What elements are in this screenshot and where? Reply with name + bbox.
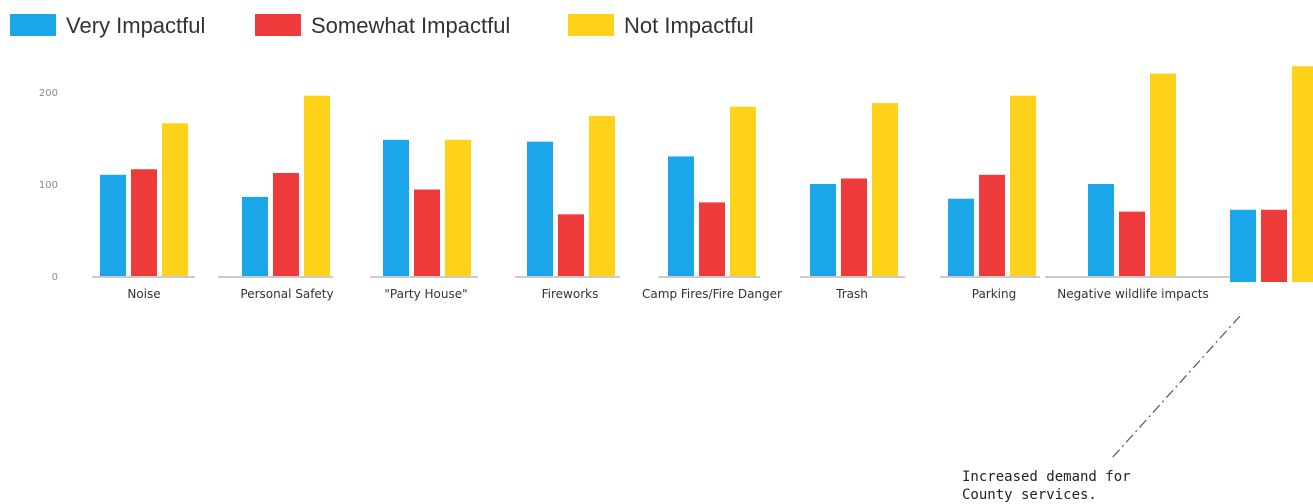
bar-somewhat-impactful-increased-demand-for-county-services [1261,209,1287,282]
bar-not-impactful-personal-safety [304,95,330,277]
x-label-negative-wildlife-impacts: Negative wildlife impacts [1057,287,1208,301]
annotation-text-line: County services. [962,487,1097,503]
bar-group-personal-safety [242,95,330,277]
bar-group-fireworks [527,115,615,276]
bar-not-impactful-increased-demand-for-county-services [1292,66,1313,283]
bar-somewhat-impactful-noise [131,169,157,276]
legend-label-not-impactful: Not Impactful [624,13,754,38]
bar-very-impactful-party-house [383,139,409,276]
bar-group-trash [810,103,898,276]
bar-somewhat-impactful-party-house [414,189,440,276]
bar-very-impactful-camp-fires-fire-danger [668,156,694,276]
bar-not-impactful-camp-fires-fire-danger [730,106,756,276]
y-tick-label: 100 [39,180,58,191]
bar-very-impactful-personal-safety [242,196,268,276]
x-label-trash: Trash [835,287,868,301]
x-label-parking: Parking [972,287,1017,301]
annotation-leader-line [1111,315,1241,459]
legend-swatch-very-impactful [10,14,56,36]
bar-group-increased-demand-for-county-services [1230,66,1313,283]
bar-not-impactful-fireworks [589,115,615,276]
bar-somewhat-impactful-personal-safety [273,172,299,276]
x-label-party-house: "Party House" [384,287,467,301]
annotation: Increased demand for County services. [962,315,1241,503]
legend-label-somewhat-impactful: Somewhat Impactful [311,13,510,38]
x-label-camp-fires-fire-danger: Camp Fires/Fire Danger [642,287,782,301]
y-axis-ticks: 0 100 200 [39,88,58,283]
legend-swatch-somewhat-impactful [255,14,301,36]
bar-very-impactful-parking [948,198,974,276]
y-tick-label: 200 [39,88,58,99]
legend: Very Impactful Somewhat Impactful Not Impa… [10,13,754,38]
legend-label-very-impactful: Very Impactful [66,13,205,38]
bar-group-negative-wildlife-impacts [1088,73,1176,276]
x-label-fireworks: Fireworks [542,287,599,301]
bar-not-impactful-negative-wildlife-impacts [1150,73,1176,276]
bar-very-impactful-trash [810,184,836,276]
bar-not-impactful-trash [872,103,898,276]
bar-not-impactful-noise [162,123,188,276]
bar-group-parking [948,95,1036,277]
bar-somewhat-impactful-negative-wildlife-impacts [1119,211,1145,276]
bar-very-impactful-noise [100,174,126,276]
annotation-text-line: Increased demand for [962,469,1131,485]
bar-groups [100,66,1313,283]
x-axis-category-labels: Noise Personal Safety "Party House" Firewor… [127,287,1208,301]
bar-group-camp-fires-fire-danger [668,106,756,276]
bar-very-impactful-increased-demand-for-county-services [1230,209,1256,282]
bar-not-impactful-party-house [445,139,471,276]
legend-swatch-not-impactful [568,14,614,36]
bar-very-impactful-fireworks [527,141,553,276]
x-label-personal-safety: Personal Safety [240,287,333,301]
bar-somewhat-impactful-fireworks [558,214,584,276]
bar-group-noise [100,123,188,276]
x-label-noise: Noise [127,287,160,301]
bar-group-party-house [383,139,471,276]
bar-somewhat-impactful-parking [979,174,1005,276]
y-tick-label: 0 [52,272,58,283]
bar-somewhat-impactful-trash [841,178,867,276]
bar-not-impactful-parking [1010,95,1036,277]
bar-very-impactful-negative-wildlife-impacts [1088,184,1114,276]
bar-somewhat-impactful-camp-fires-fire-danger [699,202,725,276]
